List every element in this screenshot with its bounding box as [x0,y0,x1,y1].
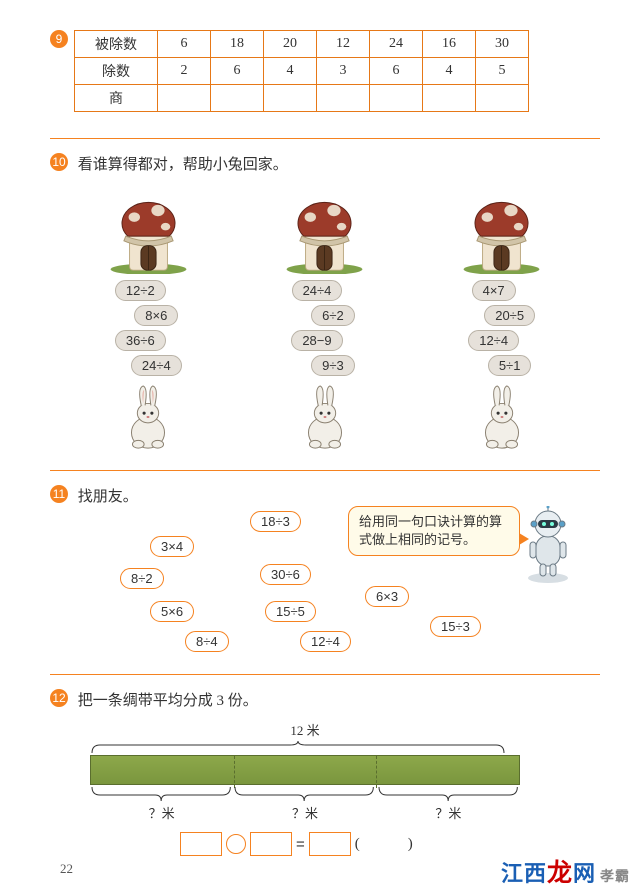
watermark: 江西龙网孝霸 [501,853,630,889]
watermark-prefix: 江西 [501,861,547,886]
question-11-title: 找朋友。 [78,489,138,505]
stone-label: 36÷6 [115,330,166,351]
total-length-label: 12 米 [90,720,520,739]
question-12: 12 把一条绸带平均分成 3 份。 12 米 ？米 ？米 [50,689,600,856]
equals-sign: = [296,836,305,853]
rabbit-icon [295,384,355,452]
row-header-divisor: 除数 [75,58,158,85]
right-paren: ) [408,836,413,853]
equation-row: = ( ) [180,832,520,856]
mushroom-house-icon [277,184,372,274]
watermark-tag: 孝霸 [600,870,630,885]
expression-bubble: 12÷4 [300,631,351,652]
stone-stack: 24÷4 6÷2 28−9 9÷3 [299,278,350,378]
expression-bubble: 6×3 [365,586,409,607]
table-row: 被除数 6 18 20 12 24 16 30 [75,31,529,58]
watermark-suffix: 网 [573,861,596,886]
question-number-11: 11 [50,485,68,503]
question-10-title: 看谁算得都对，帮助小兔回家。 [78,157,288,173]
expression-bubble: 18÷3 [250,511,301,532]
stone-label: 4×7 [472,280,516,301]
division-table: 被除数 6 18 20 12 24 16 30 除数 2 6 4 3 6 4 5… [74,30,529,112]
part-label: ？米 [292,806,318,821]
expression-bubble: 8÷2 [120,568,164,589]
question-11: 11 找朋友。 给用同一句口诀计算的算式做上相同的记号。 3×4 8÷2 5 [50,485,600,656]
stone-label: 12÷2 [115,280,166,301]
left-paren: ( [355,836,360,853]
question-number-9: 9 [50,30,68,48]
stone-label: 6÷2 [311,305,355,326]
brace-top-icon [90,741,520,755]
divider [50,470,600,471]
operator-circle[interactable] [226,834,246,854]
mushroom-column: 12÷2 8×6 36÷6 24÷4 [73,184,223,452]
stone-label: 24÷4 [292,280,343,301]
expression-bubble: 15÷3 [430,616,481,637]
stone-label: 12÷4 [468,330,519,351]
stone-label: 20÷5 [484,305,535,326]
stone-label: 8×6 [134,305,178,326]
row-header-quotient: 商 [75,85,158,112]
watermark-big: 龙 [547,860,573,887]
expression-bubble: 15÷5 [265,601,316,622]
brace-icon [233,785,376,803]
divider [50,674,600,675]
rabbit-icon [118,384,178,452]
brace-icon [377,785,520,803]
stone-label: 24÷4 [131,355,182,376]
divider [50,138,600,139]
speech-bubble: 给用同一句口诀计算的算式做上相同的记号。 [348,506,520,556]
table-row: 除数 2 6 4 3 6 4 5 [75,58,529,85]
expression-bubble: 8÷4 [185,631,229,652]
expression-bubble: 30÷6 [260,564,311,585]
part-label: ？米 [435,806,461,821]
question-12-title: 把一条绸带平均分成 3 份。 [78,693,258,709]
mushroom-column: 4×7 20÷5 12÷4 5÷1 [427,184,577,452]
ribbon-diagram: 12 米 ？米 ？米 [90,720,520,856]
stone-stack: 4×7 20÷5 12÷4 5÷1 [476,278,527,378]
question-number-12: 12 [50,689,68,707]
stone-label: 5÷1 [488,355,532,376]
answer-box[interactable] [250,832,292,856]
answer-box[interactable] [180,832,222,856]
mushroom-house-icon [101,184,196,274]
row-header-dividend: 被除数 [75,31,158,58]
mushroom-house-icon [454,184,549,274]
page-number: 22 [60,861,73,877]
mushroom-row: 12÷2 8×6 36÷6 24÷4 [50,184,600,452]
part-label: ？米 [149,806,175,821]
answer-box[interactable] [309,832,351,856]
robot-icon [520,506,576,584]
rabbit-icon [472,384,532,452]
stone-label: 9÷3 [311,355,355,376]
question-9: 9 被除数 6 18 20 12 24 16 30 除数 2 6 4 3 6 4… [50,30,600,112]
question-10: 10 看谁算得都对，帮助小兔回家。 12÷2 [50,153,600,452]
expression-bubble: 5×6 [150,601,194,622]
table-row: 商 [75,85,529,112]
stone-stack: 12÷2 8×6 36÷6 24÷4 [123,278,174,378]
find-friends-area: 给用同一句口诀计算的算式做上相同的记号。 3×4 8÷2 5×6 8÷4 18÷… [50,506,590,656]
stone-label: 28−9 [291,330,342,351]
ribbon-bar [90,755,520,785]
mushroom-column: 24÷4 6÷2 28−9 9÷3 [250,184,400,452]
brace-icon [90,785,233,803]
expression-bubble: 3×4 [150,536,194,557]
question-number-10: 10 [50,153,68,171]
